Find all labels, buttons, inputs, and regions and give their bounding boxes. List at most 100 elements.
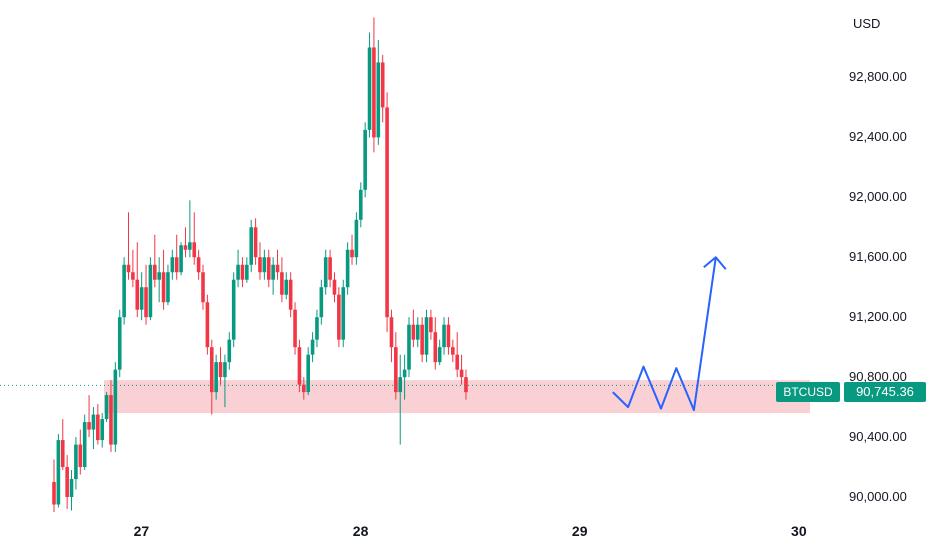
candle-body — [144, 287, 148, 318]
candle-body — [183, 245, 188, 250]
candle-body — [280, 272, 284, 295]
projection-path — [612, 257, 717, 412]
candle-body — [429, 317, 433, 333]
candle-body — [60, 440, 65, 468]
candle-body — [161, 272, 166, 303]
candle-body — [131, 272, 135, 280]
candle-body — [407, 324, 411, 370]
candle-body — [459, 369, 464, 378]
candle-body — [297, 347, 302, 385]
y-tick-label: 90,400.00 — [849, 429, 907, 445]
candle-body — [148, 264, 153, 318]
candle-body — [170, 257, 175, 273]
candle-body — [227, 339, 232, 363]
candle-body — [420, 324, 424, 355]
candle-body — [367, 47, 372, 130]
candle-body — [109, 395, 113, 445]
candle-body — [266, 257, 271, 280]
ticker-badge: BTCUSD — [776, 382, 840, 402]
candle-body — [245, 264, 249, 280]
candle-body — [104, 395, 109, 420]
candle-body — [223, 362, 227, 378]
candle-body — [153, 264, 157, 280]
candle-body — [442, 324, 446, 348]
candle-body — [411, 324, 416, 340]
candle-body — [328, 257, 332, 280]
y-tick-label: 92,000.00 — [849, 189, 907, 205]
candle-body — [464, 377, 468, 393]
candle-body — [205, 302, 210, 348]
candle-body — [415, 324, 420, 340]
candle-body — [389, 317, 394, 348]
candle-body — [310, 339, 315, 355]
candle-body — [376, 62, 381, 138]
candle-body — [358, 189, 363, 220]
candle-body — [253, 227, 258, 258]
candle-body — [345, 249, 350, 288]
candle-body — [306, 354, 310, 393]
candle-body — [188, 242, 192, 250]
candle-body — [74, 444, 78, 480]
candle-body — [385, 107, 389, 318]
candle-body — [56, 440, 61, 505]
candle-body — [446, 324, 451, 348]
candle-body — [231, 279, 236, 340]
candle-body — [337, 294, 341, 340]
candle-body — [69, 479, 74, 498]
candle-body — [139, 287, 144, 310]
candle-body — [126, 264, 131, 273]
candle-body — [135, 279, 140, 310]
candle-body — [179, 245, 183, 273]
candle-body — [249, 227, 254, 265]
candle-body — [113, 369, 118, 445]
candle-body — [271, 264, 275, 280]
candle-body — [91, 414, 96, 430]
candle-body — [424, 317, 429, 355]
y-tick-label: 91,200.00 — [849, 309, 907, 325]
projection-arrowhead — [703, 256, 727, 270]
candle-body — [117, 317, 122, 370]
y-tick-label: 91,600.00 — [849, 249, 907, 265]
candle-body — [433, 332, 438, 363]
candle-body — [354, 219, 359, 258]
candle-body — [100, 419, 105, 441]
x-tick-label: 29 — [571, 523, 588, 539]
candle-body — [323, 257, 328, 288]
candle-body — [78, 444, 83, 468]
candle-body — [293, 309, 297, 348]
candle-body — [341, 287, 346, 340]
candle-body — [315, 317, 319, 340]
candle-body — [214, 362, 218, 393]
candle-body — [166, 272, 170, 303]
candle-body — [122, 264, 126, 318]
candle-body — [288, 279, 293, 310]
candle-body — [65, 467, 69, 498]
candle-body — [218, 362, 223, 378]
candle-body — [96, 414, 100, 441]
y-tick-label: 92,800.00 — [849, 69, 907, 85]
candle-body — [87, 422, 91, 430]
candle-body — [332, 279, 337, 295]
candle-body — [174, 257, 179, 273]
candle-body — [394, 347, 398, 393]
candle-body — [402, 369, 407, 378]
candle-body — [451, 347, 455, 355]
candle-body — [275, 264, 280, 273]
y-tick-label: 90,800.00 — [849, 369, 907, 385]
x-tick-label: 28 — [352, 523, 369, 539]
candle-body — [437, 347, 442, 363]
candle-body — [455, 354, 459, 370]
y-tick-label: 90,000.00 — [849, 489, 907, 504]
x-tick-label: 30 — [791, 523, 807, 539]
last-price-badge: 90,745.36 — [844, 382, 926, 402]
candle-body — [302, 384, 306, 393]
candle-body — [284, 279, 289, 295]
currency-label: USD — [853, 16, 881, 31]
x-tick-label: 27 — [133, 523, 150, 539]
candle-body — [52, 482, 56, 505]
candle-body — [262, 257, 267, 273]
candle-body — [201, 272, 205, 303]
candle-body — [82, 422, 87, 468]
